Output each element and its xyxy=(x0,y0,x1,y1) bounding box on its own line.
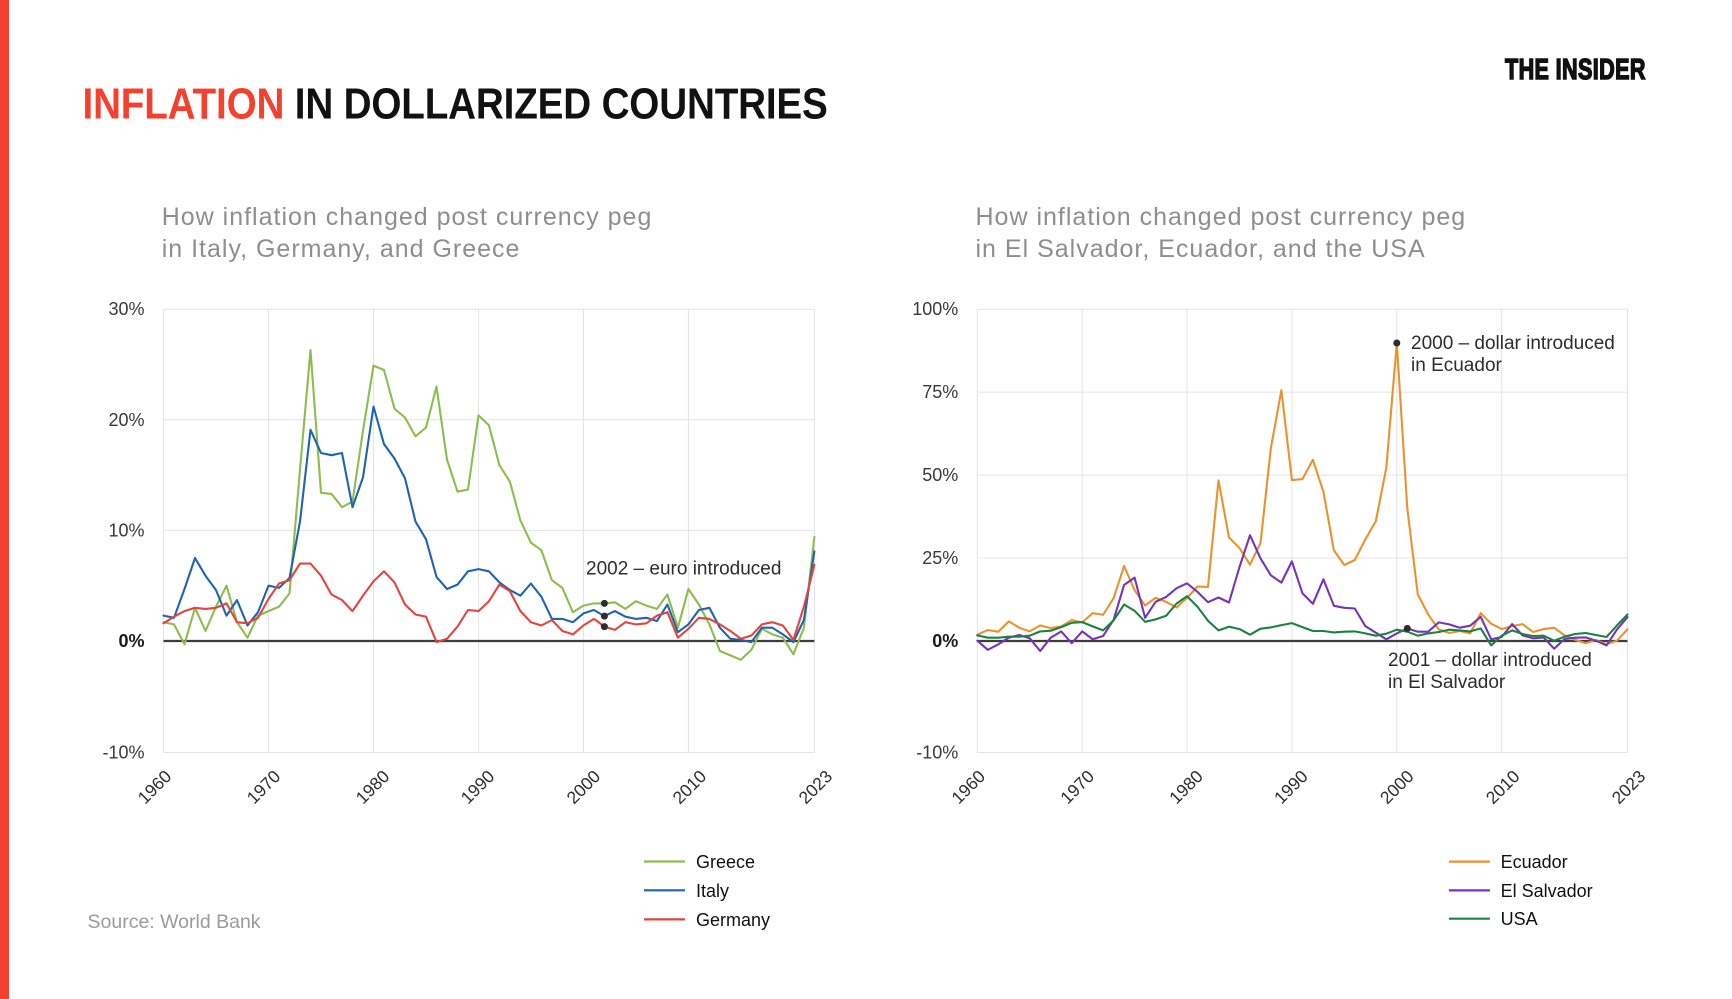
svg-text:20%: 20% xyxy=(108,410,144,430)
svg-text:THE INSIDER: THE INSIDER xyxy=(1505,54,1646,86)
svg-text:100%: 100% xyxy=(912,299,958,319)
svg-text:How inflation changed post cur: How inflation changed post currency peg xyxy=(162,203,653,231)
svg-text:USA: USA xyxy=(1501,909,1538,929)
svg-text:Germany: Germany xyxy=(696,910,770,930)
svg-text:10%: 10% xyxy=(108,520,144,540)
svg-text:30%: 30% xyxy=(108,299,144,319)
svg-text:Source: World Bank: Source: World Bank xyxy=(88,911,261,933)
svg-text:75%: 75% xyxy=(922,382,958,402)
svg-text:Greece: Greece xyxy=(696,852,755,872)
svg-text:INFLATION IN DOLLARIZED COUNTR: INFLATION IN DOLLARIZED COUNTRIES xyxy=(83,79,828,128)
svg-text:How inflation changed post cur: How inflation changed post currency peg xyxy=(976,203,1467,231)
svg-text:in Ecuador: in Ecuador xyxy=(1411,355,1503,376)
svg-text:0%: 0% xyxy=(118,631,144,651)
svg-text:-10%: -10% xyxy=(916,743,958,763)
svg-text:Ecuador: Ecuador xyxy=(1501,852,1568,872)
svg-text:2001 – dollar introduced: 2001 – dollar introduced xyxy=(1388,650,1592,671)
svg-text:Italy: Italy xyxy=(696,881,729,901)
svg-text:in El Salvador, Ecuador, and t: in El Salvador, Ecuador, and the USA xyxy=(976,235,1426,263)
svg-text:in Italy, Germany, and Greece: in Italy, Germany, and Greece xyxy=(162,235,521,263)
svg-text:in El Salvador: in El Salvador xyxy=(1388,672,1506,693)
svg-text:-10%: -10% xyxy=(102,743,144,763)
svg-text:2002 – euro introduced: 2002 – euro introduced xyxy=(586,559,781,580)
svg-text:25%: 25% xyxy=(922,548,958,568)
svg-text:2000 – dollar introduced: 2000 – dollar introduced xyxy=(1411,333,1615,354)
svg-text:El Salvador: El Salvador xyxy=(1501,881,1593,901)
svg-text:0%: 0% xyxy=(932,631,958,651)
svg-text:50%: 50% xyxy=(922,465,958,485)
